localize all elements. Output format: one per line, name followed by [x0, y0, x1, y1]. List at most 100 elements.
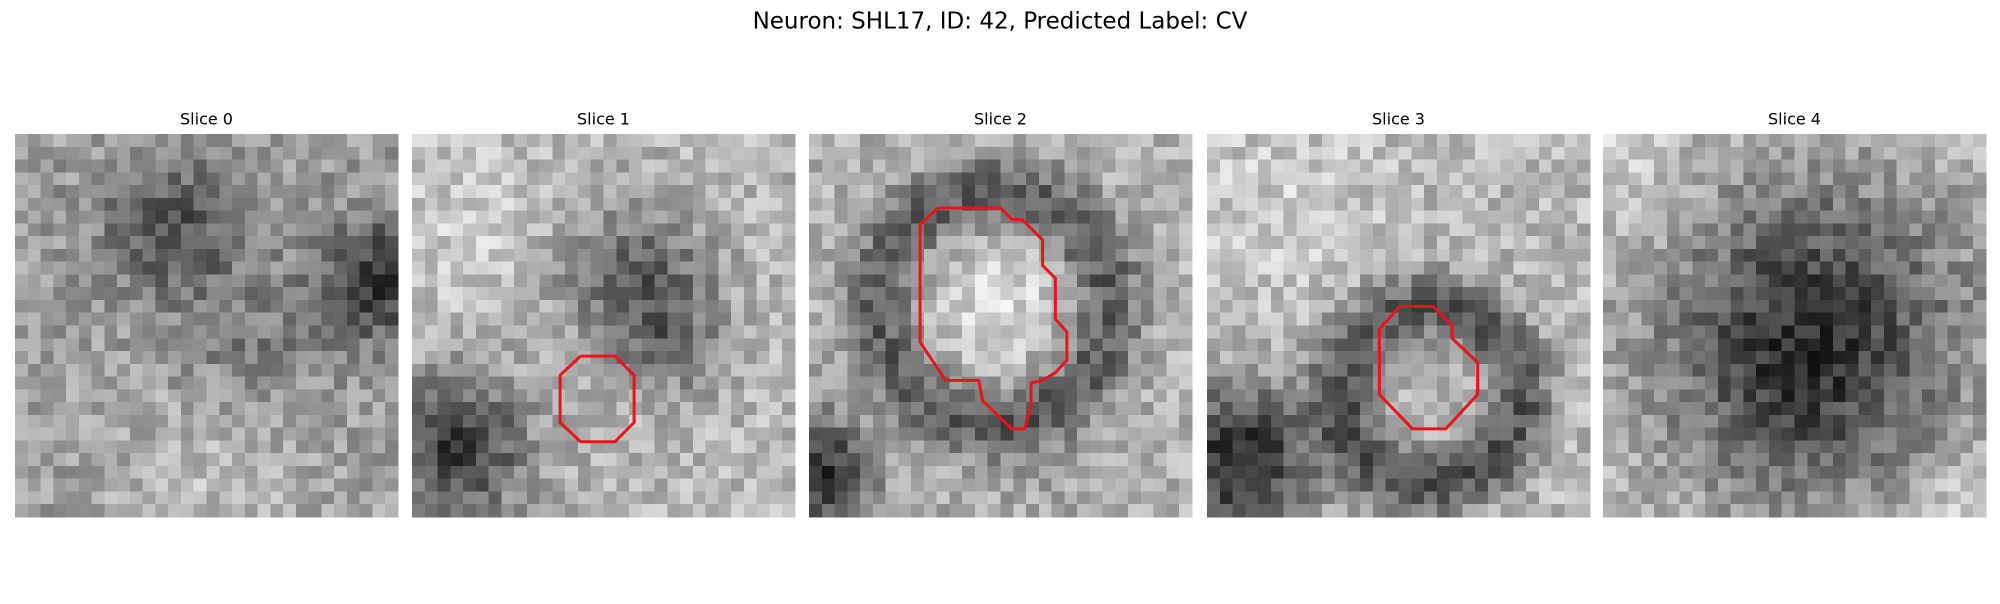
pixel	[923, 338, 938, 352]
pixel	[1577, 325, 1591, 339]
pixel	[104, 134, 118, 148]
pixel	[91, 491, 105, 505]
pixel	[1153, 172, 1167, 186]
pixel	[1820, 338, 1834, 352]
pixel	[129, 261, 144, 275]
pixel	[475, 134, 490, 148]
pixel	[1820, 491, 1834, 505]
pixel	[1756, 376, 1770, 390]
pixel	[1794, 299, 1808, 314]
pixel	[949, 351, 963, 365]
pixel	[834, 453, 848, 467]
pixel	[180, 159, 195, 173]
pixel	[372, 274, 386, 288]
pixel	[526, 236, 541, 250]
pixel	[1270, 146, 1285, 161]
pixel	[1756, 146, 1770, 161]
pixel	[372, 312, 386, 326]
pixel	[834, 338, 848, 352]
pixel	[603, 299, 617, 314]
pixel	[1756, 491, 1770, 505]
pixel	[1179, 274, 1193, 288]
pixel	[539, 414, 553, 429]
pixel	[1334, 197, 1348, 212]
pixel	[590, 427, 604, 441]
pixel	[1385, 159, 1399, 173]
pixel	[1564, 197, 1578, 212]
pixel	[1896, 402, 1910, 416]
pixel	[180, 325, 195, 339]
pixel	[463, 287, 477, 301]
pixel	[1577, 478, 1591, 492]
pixel	[782, 427, 796, 441]
pixel	[475, 248, 490, 263]
pixel	[1360, 351, 1374, 365]
pixel	[1628, 210, 1642, 224]
pixel	[1385, 185, 1399, 199]
pixel	[1398, 287, 1412, 301]
pixel	[911, 159, 925, 173]
pixel	[1679, 248, 1693, 263]
pixel	[1654, 223, 1668, 237]
panel-title: Slice 3	[1372, 110, 1425, 129]
pixel	[782, 299, 796, 314]
pixel	[1641, 402, 1655, 416]
pixel	[412, 274, 426, 288]
pixel	[1207, 465, 1221, 480]
pixel	[565, 159, 579, 173]
pixel	[705, 197, 719, 212]
pixel	[1296, 491, 1310, 505]
pixel	[616, 299, 630, 314]
pixel	[334, 172, 348, 186]
pixel	[372, 351, 386, 365]
pixel	[1026, 427, 1040, 441]
pixel	[1232, 261, 1246, 275]
pixel	[680, 402, 694, 416]
pixel	[244, 389, 259, 403]
pixel	[1038, 427, 1053, 441]
pixel	[1832, 402, 1847, 416]
pixel	[1513, 402, 1527, 416]
pixel	[359, 351, 373, 365]
pixel	[1922, 504, 1936, 518]
pixel	[1258, 197, 1272, 212]
pixel	[78, 440, 93, 454]
pixel	[359, 478, 373, 492]
pixel	[590, 453, 604, 467]
pixel	[450, 236, 464, 250]
pixel	[1038, 210, 1053, 224]
pixel	[270, 427, 284, 441]
pixel	[1411, 478, 1425, 492]
pixel	[1487, 261, 1502, 275]
pixel	[1666, 287, 1681, 301]
pixel	[1960, 299, 1974, 314]
pixel	[1526, 427, 1540, 441]
pixel	[1947, 274, 1961, 288]
pixel	[142, 197, 156, 212]
pixel	[359, 274, 373, 288]
pixel	[1551, 146, 1565, 161]
pixel	[526, 261, 541, 275]
pixel	[1475, 440, 1489, 454]
pixel	[117, 491, 131, 505]
pixel	[1038, 504, 1053, 518]
pixel	[1768, 236, 1783, 250]
pixel	[949, 363, 963, 378]
pixel	[1321, 478, 1336, 492]
pixel	[936, 299, 950, 314]
pixel	[488, 312, 502, 326]
pixel	[1140, 185, 1155, 199]
pixel	[1896, 185, 1910, 199]
pixel	[641, 402, 656, 416]
pixel	[346, 325, 361, 339]
pixel	[206, 504, 220, 518]
pixel	[526, 504, 541, 518]
pixel	[1666, 159, 1681, 173]
pixel	[756, 134, 770, 148]
pixel	[1743, 389, 1757, 403]
pixel	[782, 325, 796, 339]
pixel	[1641, 134, 1655, 148]
pixel	[667, 185, 681, 199]
pixel	[1089, 338, 1104, 352]
pixel	[1475, 236, 1489, 250]
